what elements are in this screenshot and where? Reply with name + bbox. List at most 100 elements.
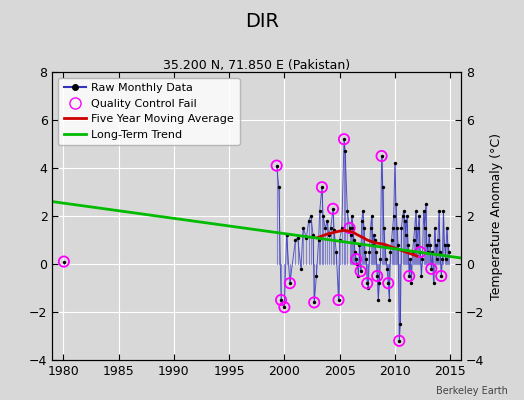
- Point: [437, 273, 445, 279]
- Point: [392, 201, 400, 207]
- Point: [372, 249, 380, 255]
- Point: [410, 225, 419, 231]
- Point: [418, 256, 427, 262]
- Point: [405, 273, 413, 279]
- Point: [412, 208, 420, 214]
- Point: [434, 237, 442, 243]
- Point: [427, 266, 435, 272]
- Point: [352, 256, 361, 262]
- Point: [365, 249, 374, 255]
- Point: [357, 218, 366, 224]
- Point: [422, 201, 430, 207]
- Point: [440, 242, 449, 248]
- Point: [299, 225, 308, 231]
- Point: [395, 338, 403, 344]
- Point: [424, 249, 432, 255]
- Point: [432, 242, 440, 248]
- Point: [304, 218, 313, 224]
- Point: [358, 208, 367, 214]
- Point: [318, 184, 326, 190]
- Point: [361, 249, 369, 255]
- Point: [293, 234, 302, 241]
- Point: [429, 280, 438, 286]
- Point: [382, 256, 390, 262]
- Point: [402, 232, 410, 238]
- Point: [444, 242, 452, 248]
- Point: [340, 136, 348, 142]
- Point: [438, 256, 446, 262]
- Point: [378, 184, 387, 190]
- Point: [345, 225, 354, 231]
- Point: [395, 338, 403, 344]
- Point: [396, 321, 405, 327]
- Point: [359, 225, 368, 231]
- Point: [275, 184, 283, 190]
- Point: [291, 237, 300, 243]
- Point: [413, 242, 421, 248]
- Point: [272, 162, 281, 169]
- Point: [286, 280, 294, 286]
- Point: [404, 242, 412, 248]
- Point: [356, 268, 365, 274]
- Point: [414, 225, 422, 231]
- Point: [302, 234, 311, 241]
- Point: [282, 232, 291, 238]
- Title: 35.200 N, 71.850 E (Pakistan): 35.200 N, 71.850 E (Pakistan): [163, 59, 351, 72]
- Point: [416, 249, 424, 255]
- Point: [310, 299, 319, 306]
- Point: [399, 208, 408, 214]
- Point: [355, 242, 364, 248]
- Point: [384, 280, 392, 286]
- Point: [329, 206, 337, 212]
- Point: [425, 232, 433, 238]
- Point: [272, 162, 281, 169]
- Point: [388, 225, 397, 231]
- Point: [324, 232, 333, 238]
- Point: [406, 256, 414, 262]
- Point: [420, 225, 429, 231]
- Point: [309, 232, 318, 238]
- Point: [314, 237, 323, 243]
- Point: [373, 273, 381, 279]
- Point: [315, 208, 324, 214]
- Point: [363, 280, 372, 286]
- Point: [319, 213, 327, 219]
- Point: [385, 297, 394, 303]
- Point: [362, 256, 370, 262]
- Point: [416, 249, 424, 255]
- Point: [334, 297, 343, 303]
- Point: [310, 299, 319, 306]
- Point: [408, 249, 417, 255]
- Point: [398, 213, 407, 219]
- Point: [373, 273, 381, 279]
- Point: [326, 225, 335, 231]
- Point: [356, 268, 365, 274]
- Point: [374, 297, 383, 303]
- Point: [60, 258, 68, 265]
- Point: [277, 297, 285, 303]
- Point: [383, 266, 391, 272]
- Point: [330, 227, 339, 234]
- Text: DIR: DIR: [245, 12, 279, 31]
- Point: [60, 258, 68, 265]
- Point: [419, 208, 428, 214]
- Point: [443, 225, 451, 231]
- Point: [445, 249, 453, 255]
- Point: [426, 242, 434, 248]
- Point: [340, 136, 348, 142]
- Point: [353, 261, 362, 267]
- Point: [417, 273, 425, 279]
- Point: [393, 225, 401, 231]
- Point: [400, 218, 409, 224]
- Point: [343, 208, 352, 214]
- Point: [430, 225, 439, 231]
- Point: [335, 237, 344, 243]
- Point: [286, 280, 294, 286]
- Point: [332, 249, 341, 255]
- Point: [354, 273, 363, 279]
- Point: [384, 280, 392, 286]
- Point: [351, 249, 359, 255]
- Point: [307, 213, 315, 219]
- Point: [394, 242, 402, 248]
- Point: [345, 225, 354, 231]
